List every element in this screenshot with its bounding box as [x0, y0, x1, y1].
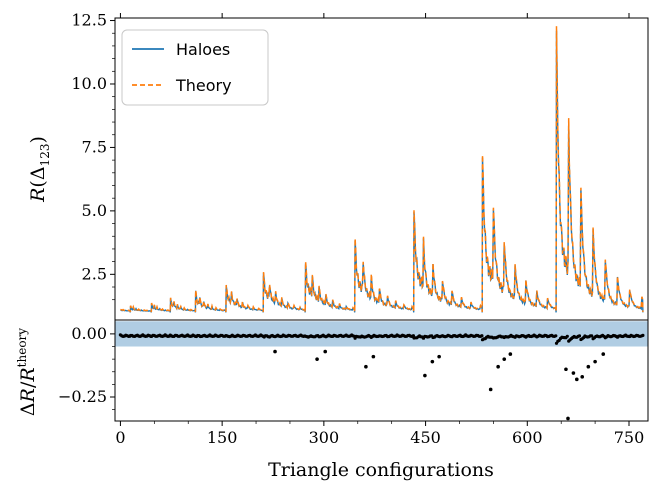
x-tick-label: 450	[410, 428, 441, 447]
residual-outlier-point	[571, 371, 576, 375]
top-y-tick-label: 12.5	[71, 11, 107, 30]
residual-outlier-point	[430, 359, 435, 364]
residual-outlier-point	[593, 359, 597, 364]
legend-theory-label: Theory	[175, 76, 232, 95]
bottom-y-axis-label: ΔR/Rtheory	[15, 328, 39, 416]
residual-point	[577, 334, 582, 338]
residual-outlier-point	[364, 364, 368, 369]
top-y-axis-ticks: 2.5 5.0 7.5 10.0 12.5	[71, 11, 115, 301]
top-y-axis-label: R(Δ123)	[27, 136, 52, 203]
bottom-y-tick-label: 0.00	[71, 324, 107, 343]
residual-outlier-point	[496, 364, 500, 369]
residual-outlier-point	[580, 375, 585, 379]
top-x-axis-ticks	[119, 13, 630, 18]
residual-outlier-point	[488, 387, 493, 392]
x-tick-label: 150	[207, 428, 238, 447]
x-tick-label: 0	[115, 428, 125, 447]
bottom-x-axis-ticks: 0 150 300 450 600 750	[115, 421, 644, 447]
residual-point	[590, 334, 594, 338]
residual-outlier-point	[437, 354, 441, 359]
x-axis-label: Triangle configurations	[268, 459, 494, 481]
residual-outlier-point	[508, 352, 513, 356]
x-tick-label: 300	[309, 428, 340, 447]
theory-line	[120, 26, 644, 313]
bottom-y-axis-ticks: 0.00 −0.25	[58, 324, 115, 410]
residual-point	[641, 333, 645, 337]
residual-points	[118, 333, 645, 421]
legend: Haloes Theory	[121, 29, 269, 106]
bottom-y-tick-label: −0.25	[58, 387, 107, 406]
residual-outlier-point	[586, 364, 591, 369]
residual-outlier-point	[566, 416, 570, 421]
top-y-tick-label: 7.5	[82, 137, 107, 156]
top-series-lines	[120, 26, 644, 313]
residual-point	[565, 334, 569, 338]
residual-outlier-point	[601, 352, 606, 356]
x-tick-label: 600	[512, 428, 543, 447]
top-y-tick-label: 2.5	[82, 264, 107, 283]
bottom-plot-frame	[114, 319, 649, 422]
residual-outlier-point	[371, 354, 376, 359]
residual-point	[480, 334, 484, 338]
tolerance-band	[115, 321, 648, 347]
residual-outlier-point	[564, 367, 568, 372]
residual-outlier-point	[315, 357, 319, 361]
residual-outlier-point	[323, 349, 328, 354]
residual-point	[554, 334, 558, 338]
top-y-tick-label: 5.0	[82, 201, 107, 220]
legend-haloes-label: Haloes	[176, 40, 230, 59]
top-y-tick-label: 10.0	[71, 74, 107, 93]
bottom-panel: 0.00 −0.25 0 150 300 450 600 750 ΔR/Rtheory Tr…	[15, 319, 649, 481]
residual-outlier-point	[273, 349, 277, 354]
residual-outlier-point	[502, 357, 507, 361]
residual-outlier-point	[423, 373, 427, 378]
residual-outlier-point	[574, 377, 579, 382]
x-tick-label: 750	[614, 428, 645, 447]
top-panel: 2.5 5.0 7.5 10.0 12.5 R(Δ123) Haloes Theory	[27, 11, 649, 321]
